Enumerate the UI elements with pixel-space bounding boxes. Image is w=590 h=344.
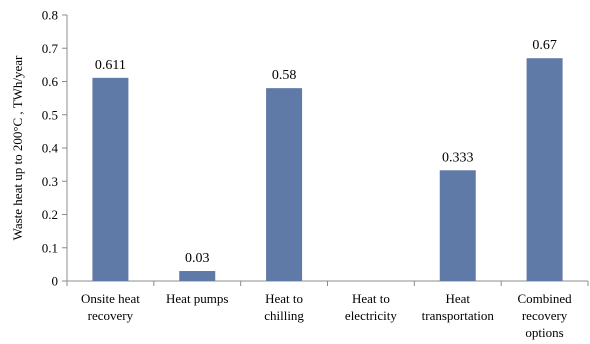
data-label: 0.67 bbox=[532, 38, 557, 53]
y-tick-label: 0.7 bbox=[42, 41, 59, 56]
bar bbox=[92, 77, 129, 281]
x-category-label-line: Heat pumps bbox=[166, 291, 228, 306]
axes: 0 0.1 0.2 0.3 0.4 0.5 0.6 0.7 0.8 bbox=[42, 8, 589, 289]
data-label: 0.03 bbox=[185, 251, 210, 266]
x-category-label: Heat pumps bbox=[166, 291, 228, 306]
y-tick-label: 0.8 bbox=[42, 8, 58, 23]
y-tick-label: 0.6 bbox=[42, 74, 59, 89]
x-category-label-line: transportation bbox=[422, 308, 495, 323]
y-tick-label: 0 bbox=[52, 274, 59, 289]
x-category-label-line: recovery bbox=[88, 308, 134, 323]
x-category-label-line: electricity bbox=[345, 308, 397, 323]
x-category-label: Heat to electricity bbox=[345, 291, 397, 323]
x-category-label: Heat transportation bbox=[422, 291, 495, 323]
x-category-label-line: options bbox=[525, 325, 563, 340]
data-label: 0.333 bbox=[442, 150, 474, 165]
y-axis-title-group: Waste heat up to 200°C , TWh/year bbox=[10, 55, 25, 240]
x-category-label: Combined recovery options bbox=[517, 291, 572, 340]
data-label: 0.58 bbox=[272, 68, 297, 83]
data-label: 0.611 bbox=[95, 58, 126, 73]
y-axis-title: Waste heat up to 200°C , TWh/year bbox=[10, 55, 25, 240]
x-category-label-line: Heat bbox=[445, 291, 470, 306]
x-category-label: Heat to chilling bbox=[264, 291, 304, 323]
x-category-label-line: Combined bbox=[517, 291, 572, 306]
y-tick-label: 0.2 bbox=[42, 207, 58, 222]
bar bbox=[526, 58, 563, 281]
x-category-label-line: Heat to bbox=[265, 291, 303, 306]
x-category-label: Onsite heat recovery bbox=[81, 291, 140, 323]
x-category-label-line: Onsite heat bbox=[81, 291, 140, 306]
y-tick-label: 0.1 bbox=[42, 240, 58, 255]
y-tick-label: 0.5 bbox=[42, 107, 58, 122]
y-tick-label: 0.3 bbox=[42, 174, 58, 189]
x-category-label-line: Heat to bbox=[352, 291, 390, 306]
labels: 0.611 Onsite heat recovery 0.03 Heat pumps 0.… bbox=[81, 38, 572, 340]
bar bbox=[439, 170, 476, 281]
bar bbox=[179, 271, 216, 281]
x-category-label-line: chilling bbox=[264, 308, 304, 323]
y-tick-label: 0.4 bbox=[42, 141, 59, 156]
bar bbox=[266, 88, 303, 282]
x-category-label-line: recovery bbox=[522, 308, 568, 323]
bars bbox=[92, 58, 563, 282]
